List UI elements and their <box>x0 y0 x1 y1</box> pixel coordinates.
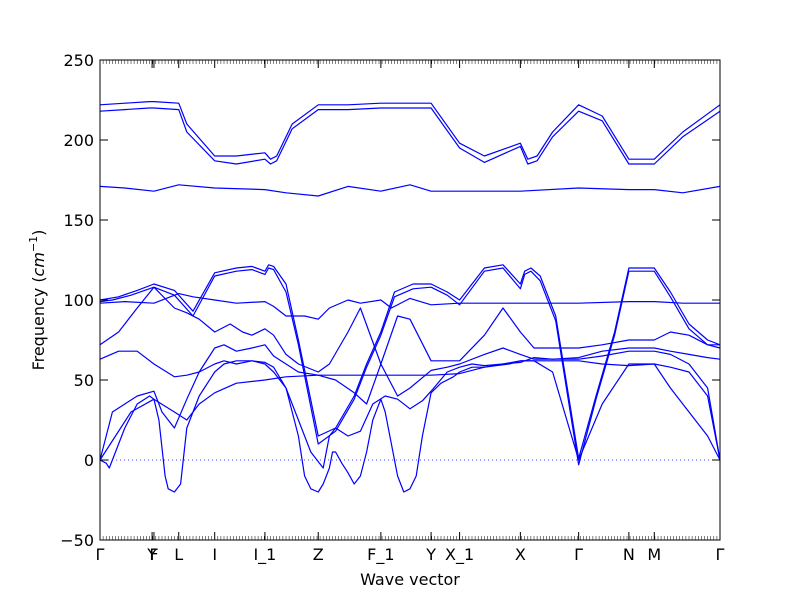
x-tick-label: X_1 <box>445 545 474 565</box>
x-tick-label: Y <box>425 545 436 564</box>
x-tick-label: M <box>647 545 661 564</box>
x-tick-label: L <box>174 545 183 564</box>
x-tick-label: N <box>623 545 635 564</box>
y-tick-label: 50 <box>74 371 94 390</box>
x-tick-label: Z <box>313 545 324 564</box>
plot-frame <box>99 59 721 541</box>
band-line-9 <box>99 350 721 469</box>
y-axis-label-suffix: ) <box>29 230 48 236</box>
x-tick-label: I <box>212 545 217 564</box>
y-tick-labels: −50 0 50 100 150 200 250 <box>60 51 94 550</box>
x-tick-label: Γ <box>574 545 583 564</box>
x-tick-label: Y <box>146 545 157 564</box>
y-tick-label: −50 <box>60 531 94 550</box>
band-line-11 <box>99 360 721 461</box>
band-line-7 <box>99 286 720 373</box>
x-tick-label: Γ <box>96 545 105 564</box>
x-tick-label: F_1 <box>367 545 394 565</box>
y-tick-label: 250 <box>63 51 94 70</box>
y-tick-label: 100 <box>63 291 94 310</box>
band-line-1 <box>99 101 721 160</box>
x-tick-label: I_1 <box>253 545 276 565</box>
band-line-2 <box>99 107 721 165</box>
plot-area <box>99 101 721 493</box>
x-tick-label: X <box>515 545 526 564</box>
y-axis-label-unit: cm <box>29 252 48 276</box>
band-line-6 <box>99 293 720 320</box>
x-tick-labels: Γ YF L I I_1 Z F_1 Y X_1 X Γ N M Γ <box>96 545 725 565</box>
y-tick-label: 0 <box>84 451 94 470</box>
band-line-8 <box>99 344 721 405</box>
band-line-5 <box>99 267 721 466</box>
x-tick-label: F <box>149 545 158 564</box>
y-tick-label: 200 <box>63 131 94 150</box>
y-axis-label-exponent: −1 <box>27 236 40 252</box>
band-line-3 <box>99 184 721 197</box>
y-tick-label: 150 <box>63 211 94 230</box>
y-axis-label-prefix: Frequency ( <box>29 276 48 370</box>
y-axis-label: Frequency (cm−1) <box>27 230 48 371</box>
x-axis-label: Wave vector <box>360 570 460 589</box>
x-tick-label: Γ <box>716 545 725 564</box>
